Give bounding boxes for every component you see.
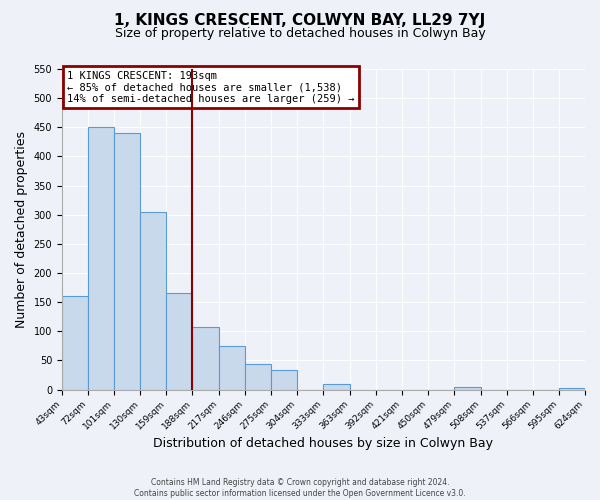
- Bar: [62, 296, 88, 390]
- Text: 1 KINGS CRESCENT: 193sqm
← 85% of detached houses are smaller (1,538)
14% of sem: 1 KINGS CRESCENT: 193sqm ← 85% of detach…: [67, 70, 355, 104]
- Text: Size of property relative to detached houses in Colwyn Bay: Size of property relative to detached ho…: [115, 28, 485, 40]
- Text: Contains HM Land Registry data © Crown copyright and database right 2024.
Contai: Contains HM Land Registry data © Crown c…: [134, 478, 466, 498]
- Bar: [271, 370, 297, 390]
- Bar: [193, 326, 218, 390]
- Bar: [166, 294, 193, 390]
- Bar: [218, 346, 245, 390]
- Y-axis label: Number of detached properties: Number of detached properties: [15, 131, 28, 328]
- Bar: [88, 128, 114, 390]
- Bar: [114, 133, 140, 390]
- Text: 1, KINGS CRESCENT, COLWYN BAY, LL29 7YJ: 1, KINGS CRESCENT, COLWYN BAY, LL29 7YJ: [115, 12, 485, 28]
- Bar: [454, 386, 481, 390]
- Bar: [323, 384, 350, 390]
- Bar: [140, 212, 166, 390]
- Bar: [245, 364, 271, 390]
- X-axis label: Distribution of detached houses by size in Colwyn Bay: Distribution of detached houses by size …: [154, 437, 493, 450]
- Bar: [559, 388, 585, 390]
